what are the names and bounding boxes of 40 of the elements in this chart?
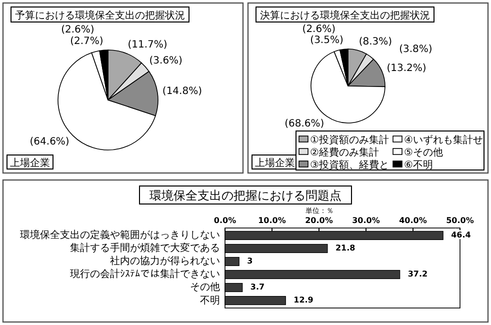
- x-tick-label: 50.0%: [446, 216, 474, 225]
- y-tick-label: その他: [190, 281, 220, 294]
- legend-label: ⑤その他: [404, 146, 443, 158]
- data-label: (3.5%): [310, 35, 344, 46]
- x-tick-label: 30.0%: [352, 216, 380, 225]
- data-label: (14.8%): [162, 86, 202, 98]
- data-label: (2.7%): [70, 36, 104, 47]
- chart-title: 予算における環境保全支出の把握状況: [15, 10, 185, 22]
- legend-label: ③投資額、経費と: [310, 159, 389, 171]
- data-label: (2.6%): [61, 24, 94, 36]
- legend-label: ②経費のみ集計: [310, 146, 379, 158]
- legend-label: ④いずれも集計せ: [404, 134, 483, 146]
- data-label: (3.6%): [149, 56, 183, 67]
- data-label: 12.9: [294, 296, 314, 305]
- data-label: 21.8: [335, 244, 356, 253]
- x-tick-label: 20.0%: [305, 216, 333, 225]
- y-tick-label: 社内の協力が得られない: [110, 255, 220, 268]
- y-tick-label: 不明: [200, 295, 220, 306]
- data-label: (8.3%): [358, 36, 392, 48]
- data-label: 3: [247, 256, 253, 266]
- data-label: (2.6%): [302, 24, 336, 35]
- text: 決算における環境保全支出の把握状況: [260, 10, 430, 22]
- legend-label: ①投資額のみ集計: [310, 134, 389, 146]
- data-label: (13.2%): [386, 63, 426, 74]
- y-tick-label: 現行の会計ｼｽﾃﾑでは集計できない: [70, 268, 220, 280]
- x-tick-label: 10.0%: [258, 216, 286, 225]
- legend-label: ⑥不明: [404, 160, 433, 171]
- y-tick-label: 集計する手間が煩雑で大変である: [70, 242, 220, 254]
- data-label: 3.7: [250, 282, 265, 292]
- text: 上場企業: [10, 157, 50, 169]
- data-label: (68.6%): [284, 118, 324, 130]
- x-tick-label: 0.0%: [214, 216, 236, 225]
- x-tick-label: 40.0%: [399, 216, 427, 225]
- data-label: (11.7%): [128, 40, 168, 51]
- text: 上場企業: [255, 157, 295, 169]
- data-label: (3.8%): [399, 44, 432, 55]
- data-label: (64.6%): [30, 136, 70, 148]
- data-label: 37.2: [408, 270, 428, 279]
- chart-title: 環境保全支出の把握における問題点: [150, 188, 342, 202]
- y-tick-label: 環境保全支出の定義や範囲がはっきりしない: [20, 229, 220, 242]
